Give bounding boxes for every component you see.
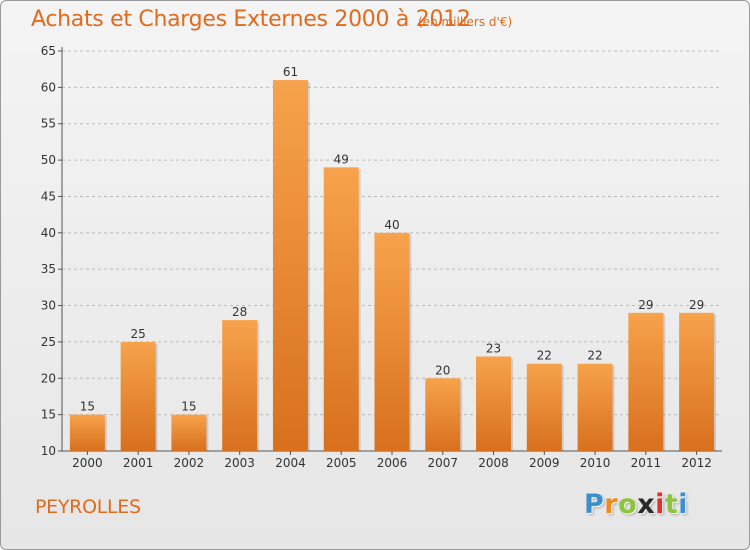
bar — [374, 232, 410, 451]
chart-title: Achats et Charges Externes 2000 à 2012 — [31, 7, 471, 32]
x-tick-label: 2000 — [72, 456, 103, 470]
bar — [679, 312, 715, 451]
bar-value-label: 25 — [131, 327, 146, 341]
bar-value-label: 28 — [232, 305, 247, 319]
labels: 10 15 20 25 30 35 40 45 50 55 60 65 15 2000 25 2001 15 20… — [41, 44, 712, 470]
x-tick-label: 2007 — [427, 456, 458, 470]
bar-value-label: 29 — [689, 298, 704, 312]
x-tick-label: 2006 — [377, 456, 408, 470]
logo-letter: o — [618, 489, 638, 520]
y-tick-label: 40 — [41, 226, 56, 240]
y-tick-label: 25 — [41, 335, 56, 349]
logo-letter: x — [637, 489, 656, 520]
bar-value-label: 22 — [587, 349, 602, 363]
bar — [69, 414, 105, 451]
y-tick-label: 50 — [41, 153, 56, 167]
chart-subtitle: (en milliers d'€) — [418, 15, 513, 29]
y-tick-label: 65 — [41, 44, 56, 58]
bar-value-label: 61 — [283, 65, 298, 79]
bar — [120, 341, 156, 451]
bar — [476, 356, 512, 451]
bar-value-label: 15 — [80, 400, 95, 414]
logo-letter: t — [664, 489, 679, 520]
commune-name: PEYROLLES — [35, 496, 141, 518]
bar — [425, 378, 461, 451]
logo-letter: r — [604, 489, 619, 520]
x-tick-label: 2001 — [123, 456, 154, 470]
x-tick-label: 2008 — [478, 456, 509, 470]
x-tick-label: 2012 — [681, 456, 712, 470]
bars — [69, 80, 717, 451]
y-tick-label: 15 — [41, 408, 56, 422]
x-tick-label: 2002 — [174, 456, 205, 470]
x-tick-label: 2010 — [580, 456, 611, 470]
logo-letter: i — [655, 489, 665, 520]
proxiti-logo: Proxiti — [584, 489, 688, 520]
logo-letter: P — [584, 489, 605, 520]
bar — [323, 167, 359, 451]
bar — [272, 80, 308, 451]
bar-value-label: 40 — [384, 218, 399, 232]
bar-value-label: 49 — [334, 152, 349, 166]
y-tick-label: 20 — [41, 371, 56, 385]
x-tick-label: 2011 — [631, 456, 662, 470]
x-tick-label: 2005 — [326, 456, 357, 470]
bar — [577, 363, 613, 451]
bar-value-label: 22 — [537, 349, 552, 363]
bar-value-label: 15 — [181, 400, 196, 414]
x-tick-label: 2009 — [529, 456, 560, 470]
bar — [628, 312, 664, 451]
bar-value-label: 20 — [435, 363, 450, 377]
y-tick-label: 60 — [41, 80, 56, 94]
bar — [222, 320, 258, 451]
y-tick-label: 10 — [41, 444, 56, 458]
logo-letter: i — [678, 489, 689, 520]
bar — [171, 414, 207, 451]
bar — [526, 363, 562, 451]
y-tick-label: 45 — [41, 189, 56, 203]
bar-value-label: 29 — [638, 298, 653, 312]
y-tick-label: 35 — [41, 262, 56, 276]
y-tick-label: 30 — [41, 299, 56, 313]
x-tick-label: 2003 — [224, 456, 255, 470]
y-tick-label: 55 — [41, 117, 56, 131]
bar-value-label: 23 — [486, 341, 501, 355]
x-tick-label: 2004 — [275, 456, 306, 470]
